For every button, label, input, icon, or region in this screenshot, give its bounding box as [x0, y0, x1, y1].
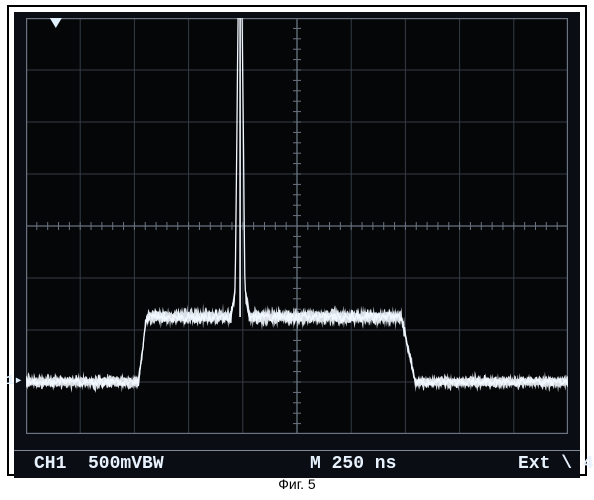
- readout-ch1-scale: CH1 500mVBW: [34, 454, 164, 474]
- figure-caption: Фиг. 5: [0, 476, 594, 492]
- readout-timebase: M 250 ns: [310, 454, 396, 474]
- channel-1-ground-marker: 1▸: [6, 372, 23, 389]
- oscilloscope-screen: [26, 18, 568, 434]
- readout-trigger: Ext \ 4: [518, 454, 594, 474]
